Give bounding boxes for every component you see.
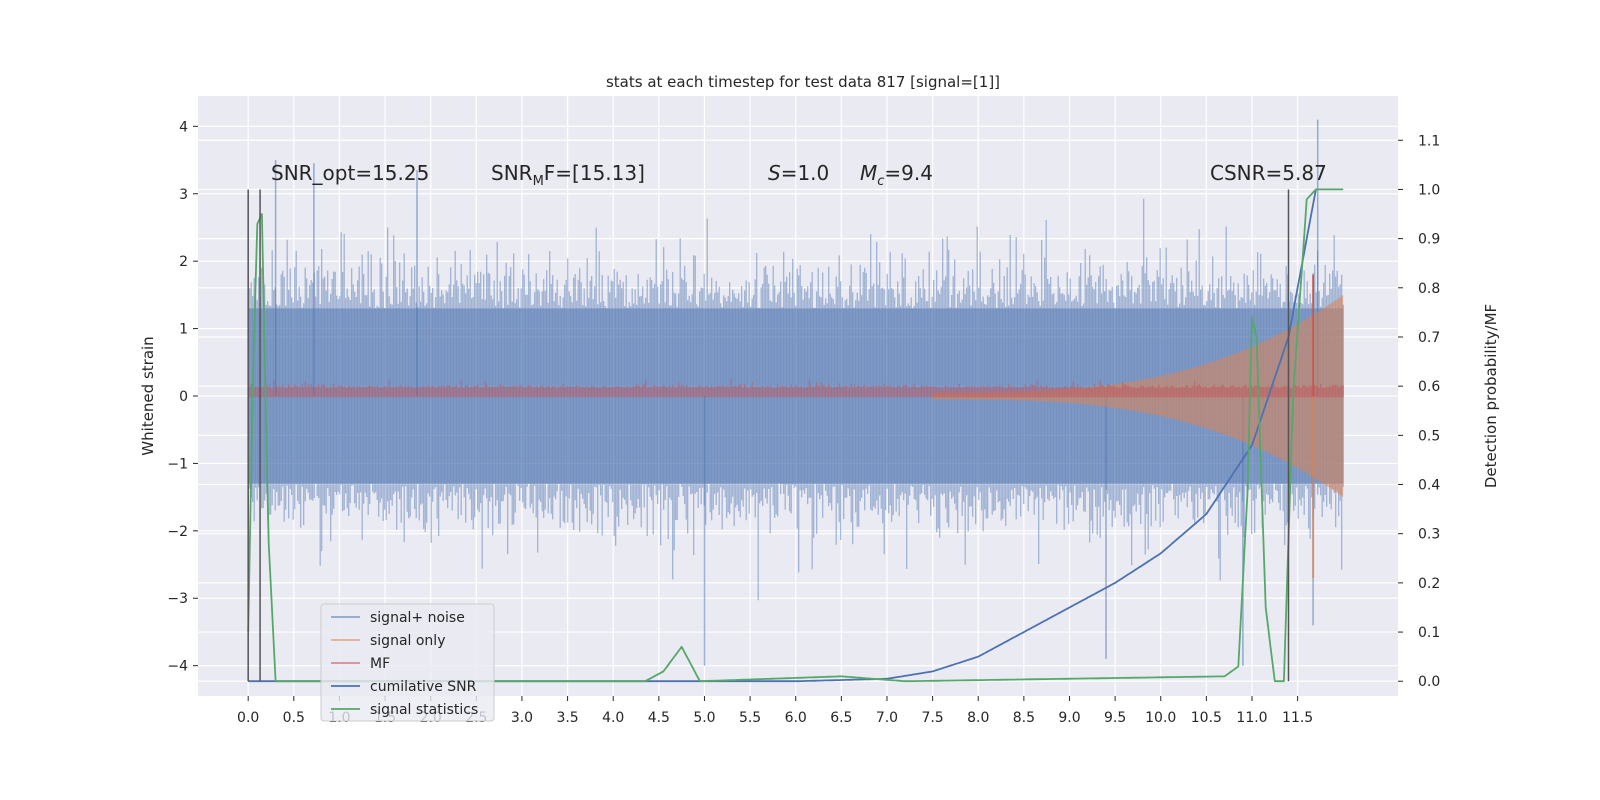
x-tick-label: 8.0 (967, 710, 989, 726)
x-tick-label: 6.0 (785, 710, 807, 726)
x-tick-label: 9.5 (1104, 710, 1126, 726)
legend-signal-only-label: signal only (370, 633, 445, 649)
y-axis-label: Whitened strain (139, 336, 157, 455)
y-tick-label: 1 (179, 322, 188, 338)
y-tick-label: 2 (179, 254, 188, 270)
y2-tick-label: 1.0 (1418, 182, 1440, 198)
y2-tick-label: 0.7 (1418, 330, 1440, 346)
legend-frame (320, 603, 495, 722)
x-tick-label: 9.0 (1058, 710, 1080, 726)
y-tick-label: −4 (167, 659, 188, 675)
vertical-lines (247, 189, 1290, 682)
x-tick-label: 7.0 (876, 710, 898, 726)
x-tick-label: 7.5 (921, 710, 943, 726)
y2-axis-ticks: 1.1 1.0 0.9 0.8 0.7 0.6 0.5 0.4 0.3 0.2 0.1 0.0 (1398, 133, 1440, 690)
x-tick-label: 4.0 (602, 710, 624, 726)
y2-tick-label: 0.6 (1418, 379, 1440, 395)
x-tick-label: 5.5 (739, 710, 761, 726)
y2-tick-label: 0.4 (1418, 478, 1440, 494)
annotation-s: S=1.0 (768, 161, 829, 185)
x-tick-label: 11.5 (1282, 710, 1313, 726)
y-tick-label: 0 (179, 389, 188, 405)
annotations: SNR_opt=15.25 SNRMF=[15.13] S=1.0 Mc=9.4… (271, 161, 1327, 189)
chart-title: stats at each timestep for test data 817… (606, 73, 1000, 91)
x-tick-label: 5.0 (693, 710, 715, 726)
legend: signal+ noise signal only MF cumilative SNR… (320, 603, 495, 722)
x-tick-label: 11.0 (1236, 710, 1267, 726)
annotation-csnr: CSNR=5.87 (1210, 161, 1327, 185)
legend-cumilative-snr-label: cumilative SNR (370, 679, 477, 695)
x-axis-ticks: 0.00.51.01.52.02.53.03.54.04.55.05.56.06… (237, 696, 1313, 726)
y2-tick-label: 0.0 (1418, 674, 1440, 690)
x-tick-label: 3.0 (511, 710, 533, 726)
y2-axis-label: Detection probability/MF (1482, 304, 1500, 488)
y-tick-label: −3 (167, 591, 188, 607)
x-tick-label: 10.0 (1145, 710, 1176, 726)
legend-signal-noise-label: signal+ noise (370, 610, 465, 626)
legend-signal-statistics-label: signal statistics (370, 702, 478, 718)
x-tick-label: 10.5 (1191, 710, 1222, 726)
y-tick-label: 3 (179, 187, 188, 203)
x-tick-label: 8.5 (1013, 710, 1035, 726)
series-signal-noise-spikes (274, 119, 1319, 666)
x-tick-label: 0.5 (283, 710, 305, 726)
legend-mf-label: MF (370, 656, 390, 672)
x-tick-label: 0.0 (237, 710, 259, 726)
y2-tick-label: 1.1 (1418, 133, 1440, 149)
annotation-mc: Mc=9.4 (860, 161, 933, 189)
annotation-snr-mf: SNRMF=[15.13] (491, 161, 645, 189)
y2-tick-label: 0.2 (1418, 576, 1440, 592)
y2-tick-label: 0.1 (1418, 625, 1440, 641)
x-tick-label: 4.5 (648, 710, 670, 726)
y2-tick-label: 0.8 (1418, 281, 1440, 297)
x-tick-label: 6.5 (830, 710, 852, 726)
y-tick-label: −2 (167, 524, 188, 540)
annotation-snr-opt: SNR_opt=15.25 (271, 161, 429, 185)
x-tick-label: 3.5 (556, 710, 578, 726)
y2-tick-label: 0.3 (1418, 527, 1440, 543)
y2-tick-label: 0.5 (1418, 428, 1440, 444)
y2-tick-label: 0.9 (1418, 232, 1440, 248)
y-tick-label: 4 (179, 119, 188, 135)
y-axis-ticks: 4 3 2 1 0 −1 −2 −3 −4 (167, 119, 198, 675)
series-layer (247, 119, 1344, 683)
y-tick-label: −1 (167, 456, 188, 472)
